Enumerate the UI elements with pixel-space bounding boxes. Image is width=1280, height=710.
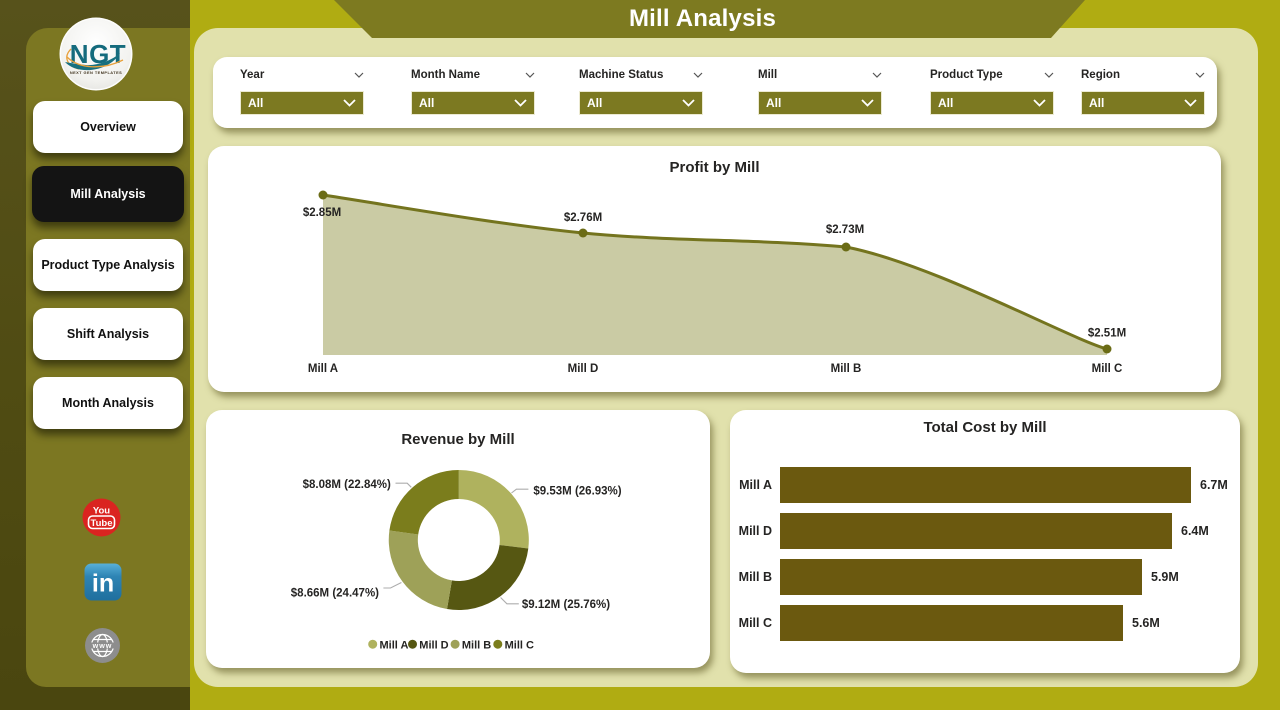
svg-text:Mill C: Mill C — [1092, 363, 1123, 375]
svg-text:$2.76M: $2.76M — [564, 212, 602, 224]
svg-text:Mill D: Mill D — [568, 363, 599, 375]
svg-text:Mill A: Mill A — [739, 478, 772, 492]
svg-text:Mill D: Mill D — [419, 639, 448, 651]
svg-text:6.4M: 6.4M — [1181, 524, 1209, 538]
svg-text:$2.85M: $2.85M — [303, 207, 341, 219]
svg-text:Mill A: Mill A — [380, 639, 409, 651]
svg-text:You: You — [93, 506, 110, 517]
svg-text:Mill A: Mill A — [308, 363, 338, 375]
svg-text:$9.53M (26.93%): $9.53M (26.93%) — [533, 485, 621, 497]
svg-text:Mill C: Mill C — [739, 616, 772, 630]
svg-text:Mill B: Mill B — [462, 639, 491, 651]
svg-text:5.9M: 5.9M — [1151, 570, 1179, 584]
svg-text:$8.66M (24.47%): $8.66M (24.47%) — [291, 587, 379, 599]
svg-text:$9.12M (25.76%): $9.12M (25.76%) — [522, 599, 610, 611]
svg-text:$2.51M: $2.51M — [1088, 328, 1126, 340]
svg-text:$2.73M: $2.73M — [826, 224, 864, 236]
svg-text:5.6M: 5.6M — [1132, 616, 1160, 630]
svg-text:NEXT GEN TEMPLATES: NEXT GEN TEMPLATES — [70, 70, 122, 75]
svg-text:Tube: Tube — [91, 518, 113, 529]
svg-text:in: in — [92, 570, 114, 598]
svg-text:Mill C: Mill C — [505, 639, 534, 651]
svg-text:Mill B: Mill B — [831, 363, 862, 375]
svg-text:$8.08M (22.84%): $8.08M (22.84%) — [303, 479, 391, 491]
svg-text:www: www — [92, 641, 113, 650]
svg-text:Mill D: Mill D — [739, 524, 772, 538]
svg-text:6.7M: 6.7M — [1200, 478, 1228, 492]
svg-text:Mill B: Mill B — [739, 570, 772, 584]
